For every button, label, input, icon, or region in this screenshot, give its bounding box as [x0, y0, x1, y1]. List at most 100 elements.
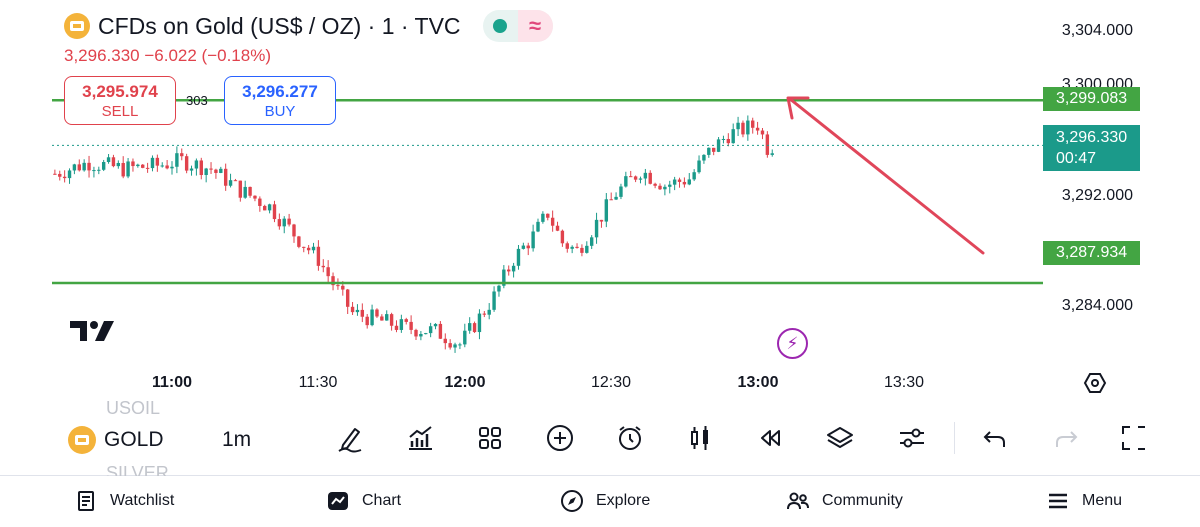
candle-body [433, 323, 438, 327]
candle-body [311, 246, 316, 251]
y-axis-label: 3,284.000 [1061, 297, 1133, 314]
candle-body [77, 164, 81, 171]
support-price-tag[interactable]: 3,287.934 [1043, 241, 1140, 265]
candle-body [101, 162, 106, 170]
nav-explore[interactable]: Explore [560, 489, 650, 513]
candle-body [175, 153, 179, 167]
candle-body [248, 186, 252, 196]
candle-body [760, 130, 765, 135]
symbol-header[interactable]: CFDs on Gold (US$ / OZ) · 1 · TVC ≈ [64, 10, 553, 42]
candle-body [770, 153, 774, 155]
layers-icon[interactable] [824, 422, 856, 454]
plus-circle-icon[interactable] [544, 422, 576, 454]
nav-chart[interactable]: Chart [326, 489, 401, 513]
candle-body [350, 306, 355, 313]
candle-body [624, 176, 628, 187]
interval-button[interactable]: 1m [222, 428, 252, 451]
candle-body [736, 122, 740, 130]
candle-body [414, 329, 418, 337]
nav-menu[interactable]: Menu [1046, 489, 1122, 513]
candle-body [316, 246, 321, 266]
annotation-arrow[interactable] [786, 96, 985, 255]
spread-value: 303 [186, 93, 208, 108]
candle-body [697, 160, 701, 173]
candle-body [751, 120, 755, 128]
candle-body [594, 219, 599, 238]
candle-body [682, 181, 687, 185]
candles-icon[interactable] [684, 422, 716, 454]
redo-icon[interactable] [1050, 422, 1082, 454]
candle-body [399, 319, 404, 330]
resistance-price-tag[interactable]: 3,299.083 [1043, 87, 1140, 111]
candle-body [204, 168, 208, 176]
nav-watchlist-label: Watchlist [110, 492, 175, 509]
people-icon [787, 492, 809, 510]
candle-body [145, 167, 150, 169]
candlestick-chart[interactable] [0, 0, 1200, 400]
tradingview-logo-icon[interactable] [68, 318, 118, 344]
current-price-tag[interactable]: 3,296.330 00:47 [1043, 125, 1140, 171]
indicators-icon[interactable] [404, 422, 436, 454]
ghost-symbol-below: SILVER [106, 463, 169, 476]
candle-body [424, 333, 428, 335]
chart-settings-icon[interactable] [1083, 371, 1107, 395]
candle-body [126, 161, 130, 177]
market-status-pill[interactable]: ≈ [482, 10, 553, 42]
candle-body [302, 246, 306, 248]
candle-body [345, 289, 350, 307]
grid-icon[interactable] [474, 422, 506, 454]
candle-body [668, 184, 672, 187]
alarm-icon[interactable] [614, 422, 646, 454]
fullscreen-icon[interactable] [1118, 422, 1150, 454]
candle-body [277, 219, 282, 227]
candle-body [707, 147, 711, 155]
candle-body [663, 186, 667, 190]
sell-button[interactable]: 3,295.974 SELL [64, 76, 176, 125]
candle-body [570, 246, 574, 249]
candle-body [516, 248, 521, 266]
nav-watchlist[interactable]: Watchlist [74, 489, 174, 513]
candle-body [272, 204, 277, 220]
candle-body [692, 172, 696, 180]
candle-body [721, 138, 726, 140]
candle-body [184, 156, 189, 171]
x-axis-label: 11:00 [151, 374, 193, 391]
candle-body [633, 176, 638, 180]
lightning-event-icon[interactable]: ⚡ [777, 328, 808, 359]
buy-button[interactable]: 3,296.277 BUY [224, 76, 336, 125]
chart-area[interactable]: CFDs on Gold (US$ / OZ) · 1 · TVC ≈ 3,29… [0, 0, 1200, 400]
ghost-symbol-above: USOIL [106, 398, 161, 418]
gold-bars-icon [64, 13, 90, 39]
candle-body [741, 122, 745, 135]
candle-body [380, 316, 384, 321]
pencil-icon[interactable] [334, 422, 366, 454]
nav-community-label: Community [822, 492, 903, 509]
candle-body [560, 230, 565, 244]
settings-sliders-icon[interactable] [896, 422, 928, 454]
bar-countdown: 00:47 [1056, 150, 1097, 167]
symbol-selector[interactable]: GOLD [68, 426, 164, 454]
candle-body [482, 313, 487, 315]
candle-body [477, 313, 482, 333]
candle-body [258, 198, 262, 206]
candle-body [111, 157, 116, 167]
candle-body [565, 243, 569, 249]
candle-body [136, 164, 140, 167]
nav-community[interactable]: Community [786, 489, 903, 513]
candle-body [550, 217, 555, 226]
candle-body [355, 309, 360, 313]
candle-body [62, 176, 67, 179]
undo-icon[interactable] [979, 422, 1011, 454]
symbol-title[interactable]: CFDs on Gold (US$ / OZ) · 1 · TVC [98, 12, 461, 39]
candle-body [263, 205, 267, 211]
candle-body [599, 219, 604, 222]
replay-icon[interactable] [754, 422, 786, 454]
candle-body [97, 169, 101, 171]
y-axis-label: 3,304.000 [1061, 22, 1133, 39]
buy-price: 3,296.277 [242, 82, 318, 101]
candle-body [638, 178, 643, 180]
candle-body [658, 185, 662, 190]
candle-body [394, 325, 399, 330]
candle-body [448, 343, 452, 348]
nav-explore-label: Explore [596, 492, 651, 509]
